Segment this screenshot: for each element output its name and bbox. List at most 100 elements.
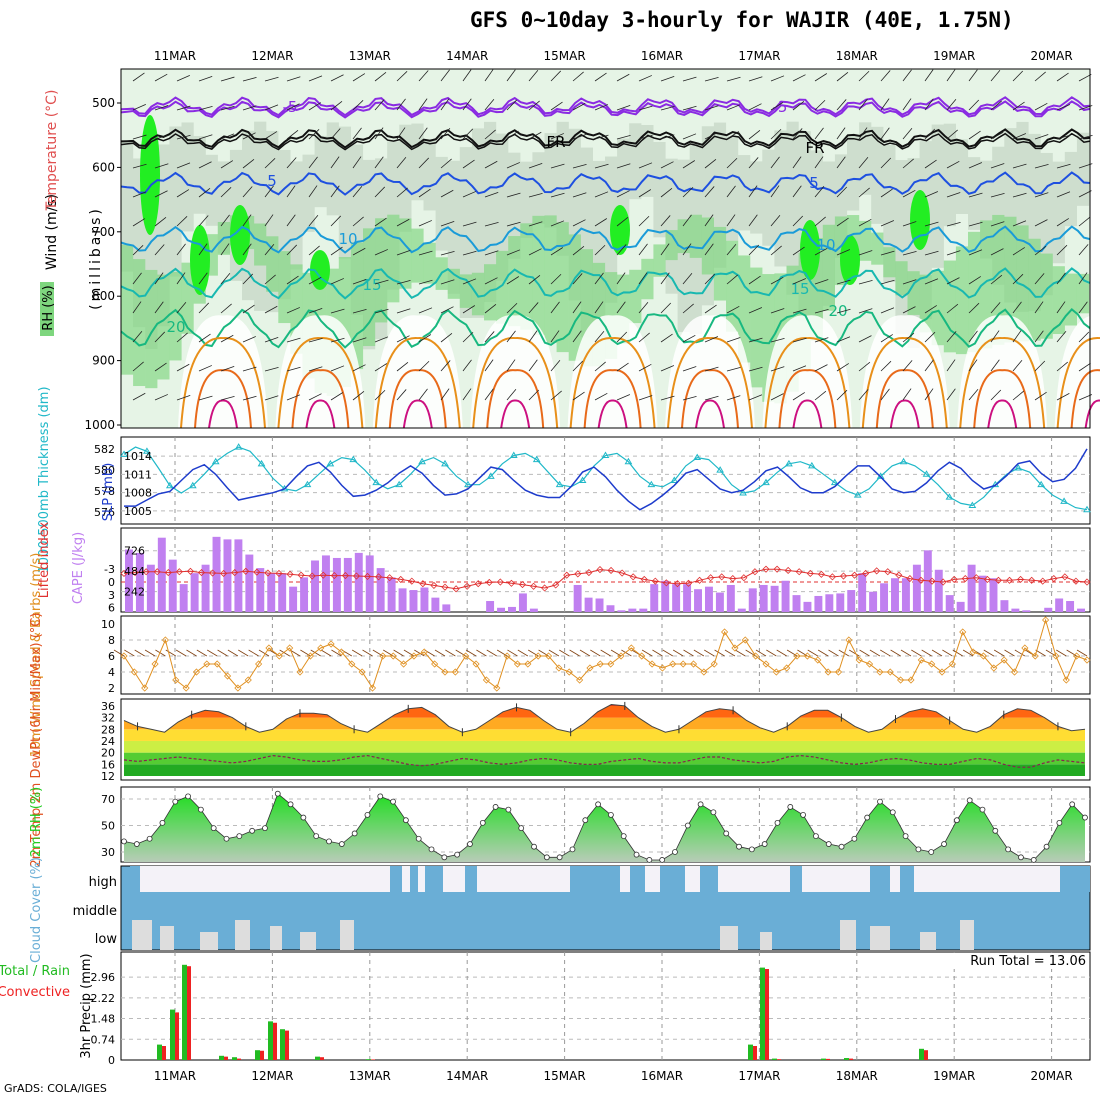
wind-barb <box>858 361 871 372</box>
wind-barb <box>396 156 407 169</box>
temp-tick: 12 <box>101 770 115 783</box>
precip-total-bar <box>919 1048 924 1060</box>
wind-barb <box>792 337 807 343</box>
cloud-high-cell <box>570 866 600 892</box>
wind-barb <box>946 160 960 169</box>
wind-speed-point <box>959 628 967 636</box>
thickness-point <box>807 461 816 469</box>
wind-barb <box>484 303 497 314</box>
wind-barb <box>176 105 191 111</box>
wind-barb <box>1056 393 1070 401</box>
lifted-index-point <box>994 576 1003 584</box>
isotherm-minus5 <box>120 100 1091 119</box>
wind-barb <box>858 335 872 343</box>
wind-barb <box>1056 72 1069 82</box>
wind-barb <box>902 332 915 343</box>
rh-band <box>278 251 291 324</box>
cape-bar <box>234 539 243 612</box>
cape-bar <box>978 575 987 612</box>
wind-speed-point <box>192 668 201 676</box>
rh-band <box>641 258 654 300</box>
wind-barb <box>264 104 279 111</box>
cape-bar <box>967 564 976 612</box>
wind-barb <box>968 389 979 401</box>
wind-speed-point <box>803 652 811 660</box>
lifted-index-point <box>895 571 903 579</box>
isotherm-35 <box>695 399 725 429</box>
cape-bar <box>945 595 954 612</box>
cape-bar <box>190 573 199 612</box>
wind-speed-point <box>420 648 428 656</box>
wind-barb <box>968 130 981 140</box>
lifted-index-point <box>795 568 803 576</box>
wind-barb <box>550 101 563 111</box>
wind-barb <box>308 75 323 82</box>
wind-barb <box>198 395 213 401</box>
wind-barb <box>528 248 542 256</box>
precip-total-bar <box>255 1050 260 1060</box>
lifted-index-point <box>518 581 527 589</box>
wind-barb <box>506 330 516 343</box>
wind-barb <box>352 364 366 372</box>
cape-bar <box>518 593 527 612</box>
lifted-index-point <box>441 583 449 591</box>
thickness-point <box>532 455 541 463</box>
rh2m-point <box>531 843 537 850</box>
cape-bar <box>508 606 516 612</box>
wind-barb <box>374 363 388 372</box>
wind-barb <box>880 220 895 227</box>
wind-barb <box>880 157 892 169</box>
wind-barb <box>462 388 472 401</box>
wind-barb <box>660 333 673 343</box>
contour-label: 10 <box>816 236 835 254</box>
cape-bar <box>486 601 495 612</box>
wind-barb <box>374 186 386 198</box>
temp-line <box>123 703 1086 733</box>
wind-barb <box>990 389 1002 401</box>
wind-barb <box>902 250 917 256</box>
wind-barb <box>990 131 1004 140</box>
wind-barb <box>440 279 455 285</box>
lifted-index-point <box>828 573 836 581</box>
cape-bar <box>661 580 670 612</box>
wind-barb <box>330 215 342 227</box>
lifted-index-point <box>297 571 305 579</box>
wind-barb <box>528 131 542 140</box>
wind-barb <box>836 71 849 82</box>
rh2m-point <box>710 809 717 816</box>
contour-label: FR <box>805 139 824 157</box>
cape-bar <box>212 536 221 612</box>
wind-barb <box>506 249 521 256</box>
wind-barb <box>132 218 146 227</box>
isotherm-30 <box>875 369 934 429</box>
temp-tick: 36 <box>101 700 115 713</box>
wind-barb <box>704 186 715 198</box>
wind-speed-point <box>451 668 459 676</box>
slp-tick: 1011 <box>124 468 152 481</box>
wind-barb <box>814 364 828 372</box>
isotherm-35 <box>987 399 1018 429</box>
rh-band <box>713 226 727 301</box>
rh2m-point <box>748 846 755 853</box>
wind-barb <box>220 187 232 198</box>
wind-barb <box>572 71 584 82</box>
wind-barb <box>308 276 322 285</box>
pressure-tick: 700 <box>92 225 115 239</box>
thickness-point <box>120 450 128 457</box>
rh-high-blob <box>190 225 210 295</box>
wind-barb <box>550 192 565 198</box>
lifted-index-point <box>529 582 538 590</box>
dry-bubble <box>470 315 561 428</box>
cape-bar <box>1077 608 1085 612</box>
wind-barb <box>1012 192 1027 198</box>
wind-barb <box>1034 134 1049 140</box>
cape-bar <box>704 586 713 612</box>
rh-band <box>302 154 315 232</box>
wind-barb <box>726 131 740 140</box>
rh-band <box>943 123 956 227</box>
wind-barb <box>286 214 296 227</box>
contour-label: 20 <box>166 318 185 336</box>
cape-bar <box>880 583 889 612</box>
wind-speed-point <box>337 648 346 656</box>
isotherm-30 <box>291 369 350 429</box>
